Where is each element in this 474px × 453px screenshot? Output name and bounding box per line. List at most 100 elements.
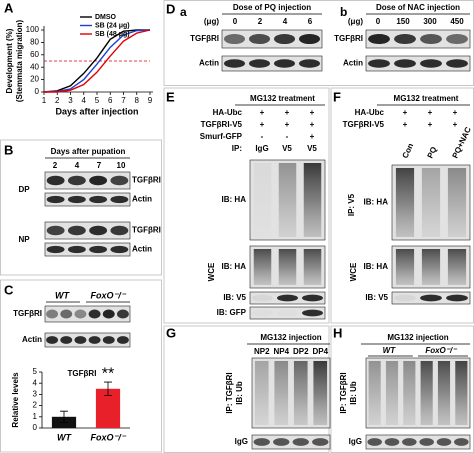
blot-smear	[421, 249, 441, 285]
blot-band	[274, 59, 295, 68]
blot-smear	[447, 168, 467, 237]
lane-label: PQ+NAC	[451, 125, 473, 159]
wce-label: WCE	[207, 262, 216, 281]
blot-smear	[421, 168, 441, 237]
blot-band	[253, 438, 270, 446]
condition-sign: +	[260, 108, 265, 117]
blot-band	[88, 336, 101, 344]
blot-band	[110, 225, 129, 236]
blot-label: IB: V5	[223, 293, 246, 302]
panel-label: C	[4, 282, 14, 297]
blot-band	[116, 336, 129, 344]
blot-label: IB: HA	[222, 195, 247, 204]
condition-label: TGFβRI-V5	[201, 120, 243, 129]
blot-smear	[278, 163, 297, 237]
blot-smear	[385, 361, 399, 425]
y-tick-label: 4	[33, 378, 38, 387]
ip-label: IP: TGFβRI	[339, 372, 348, 413]
x-tick-label: 7	[121, 96, 126, 105]
blot	[221, 55, 323, 72]
condition-sign: +	[310, 132, 315, 141]
blot-smear	[253, 249, 272, 285]
blot-band	[436, 438, 452, 446]
x-tick-label: 6	[108, 96, 113, 105]
ip-label: IP: TGFβRI	[225, 372, 234, 413]
blot-band	[302, 294, 323, 302]
subpanel-label: b	[340, 5, 347, 19]
blot-band	[116, 309, 129, 319]
lane-label: 10	[117, 161, 126, 170]
blot	[251, 434, 331, 450]
blot-label: Actin	[22, 335, 42, 344]
y-tick-label: 3	[33, 390, 38, 399]
blot-band	[67, 225, 86, 236]
genotype-label: FoxO⁻/⁻	[90, 290, 126, 300]
x-tick-label: 1	[42, 96, 47, 105]
panel-label: E	[166, 89, 175, 104]
blot-label: TGFβRI	[190, 34, 219, 43]
blot-band	[277, 294, 298, 302]
blot-band	[368, 33, 390, 45]
ib-label: IB: Ub	[235, 381, 244, 405]
blot-band	[89, 195, 108, 204]
genotype-label: FoxO⁻/⁻	[425, 346, 457, 355]
unit: (μg)	[348, 17, 363, 26]
lane-label: 4	[75, 161, 80, 170]
blot-band	[249, 33, 270, 45]
chart-title: TGFβRI	[68, 369, 97, 378]
y-axis-title: Development (%)	[5, 28, 14, 93]
blot-band	[454, 438, 469, 446]
blot-smear	[420, 361, 433, 425]
panel-label: B	[4, 142, 13, 157]
blot-smear	[455, 361, 468, 425]
blot-label: Actin	[199, 59, 219, 68]
wce-label: WCE	[349, 262, 358, 281]
group-label: NP	[18, 235, 30, 244]
blot-label: Actin	[132, 245, 152, 254]
blot-label: TGFβRI	[13, 309, 42, 318]
blot-band	[292, 438, 309, 446]
series-line	[43, 29, 151, 93]
x-tick-label: 8	[135, 96, 140, 105]
panel-label: F	[333, 89, 341, 104]
header: Days after pupation	[51, 147, 126, 156]
blot-label: IB: HA	[222, 262, 247, 271]
blot-label: IB: HA	[364, 198, 389, 207]
x-tick-label: WT	[57, 432, 72, 442]
legend-label: DMSO	[95, 14, 117, 21]
blot-label: IB: HA	[364, 262, 389, 271]
blot-band	[302, 309, 323, 317]
lane-label: 2	[258, 17, 263, 26]
blot-band	[252, 294, 273, 302]
blot-label: IgG	[235, 437, 248, 446]
blot-smear	[403, 361, 416, 425]
blot-band	[74, 309, 87, 319]
blot-band	[446, 33, 468, 45]
condition-sign: -	[261, 132, 264, 141]
unit: (μg)	[204, 17, 219, 26]
lane-label: 450	[450, 17, 464, 26]
ib-label: IB: Ub	[349, 381, 358, 405]
lane-label: 7	[97, 161, 102, 170]
blot-band	[89, 175, 108, 186]
blot	[44, 221, 131, 240]
significance: **	[102, 365, 114, 382]
x-tick-label: 3	[68, 96, 73, 105]
panel-label: A	[4, 0, 14, 15]
panel-box	[0, 139, 162, 276]
blot-band	[402, 438, 417, 446]
condition-sign: +	[310, 120, 315, 129]
y-tick-label: 60	[30, 50, 39, 59]
blot-band	[419, 438, 434, 446]
condition-sign: -	[286, 132, 289, 141]
blot-band	[446, 294, 468, 302]
series-line	[44, 29, 151, 93]
condition-sign: +	[453, 108, 458, 117]
lane-label: NP4	[273, 347, 289, 356]
blot-band	[67, 195, 86, 204]
blot-label: TGFβRI	[132, 226, 161, 235]
x-tick-label: 9	[148, 96, 153, 105]
blot-smear	[303, 163, 322, 237]
lane-label: 0	[376, 17, 381, 26]
blot-band	[110, 195, 129, 204]
